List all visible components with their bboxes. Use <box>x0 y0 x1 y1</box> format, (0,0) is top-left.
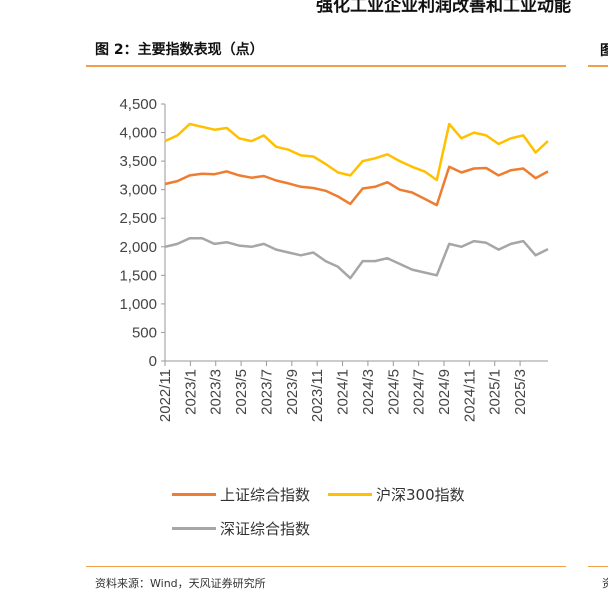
right-partial-source: 资 <box>602 577 608 590</box>
right-partial-rule-bottom <box>588 566 608 567</box>
y-tick-label: 2,500 <box>119 210 157 227</box>
figure-title: 图 2：主要指数表现（点） <box>95 42 264 58</box>
title-rule <box>86 65 566 67</box>
x-tick-label: 2025/1 <box>487 369 504 415</box>
y-tick-label: 3,000 <box>119 182 157 199</box>
x-tick-label: 2024/7 <box>411 369 428 415</box>
legend-item-hs300: 沪深300指数 <box>328 484 465 505</box>
x-tick-label: 2024/5 <box>385 369 402 415</box>
x-tick-label: 2022/11 <box>157 369 174 422</box>
x-tick-label: 2023/9 <box>284 369 301 415</box>
x-tick-label: 2023/11 <box>309 369 326 422</box>
right-partial-rule <box>588 65 608 67</box>
y-tick-label: 0 <box>149 353 157 370</box>
legend-item-shenzhen: 深证综合指数 <box>172 518 310 539</box>
legend-swatch-shenzhen <box>172 527 216 530</box>
source-rule <box>86 566 566 567</box>
y-tick-label: 1,500 <box>119 267 157 284</box>
legend-swatch-hs300 <box>328 493 372 496</box>
x-tick-label: 2023/5 <box>233 369 250 415</box>
y-tick-label: 3,500 <box>119 153 157 170</box>
series-line-hs300 <box>164 122 549 182</box>
x-tick-label: 2023/7 <box>258 369 275 415</box>
legend-item-shanghai: 上证综合指数 <box>172 484 310 505</box>
legend-label-shanghai: 上证综合指数 <box>220 486 311 504</box>
x-tick-label: 2023/3 <box>208 369 225 415</box>
legend-label-shenzhen: 深证综合指数 <box>220 520 311 538</box>
legend-swatch-shanghai <box>172 493 216 496</box>
y-tick-label: 4,500 <box>119 96 157 113</box>
right-partial-title: 图 <box>600 43 608 59</box>
x-tick-label: 2024/1 <box>335 369 352 415</box>
x-tick-label: 2024/9 <box>436 369 453 415</box>
y-tick-label: 500 <box>132 324 157 341</box>
y-tick-label: 2,000 <box>119 239 157 256</box>
x-tick-label: 2024/3 <box>360 369 377 415</box>
y-tick-label: 4,000 <box>119 125 157 142</box>
x-tick-label: 2025/3 <box>512 369 529 415</box>
top-partial-heading: 强化工业企业利润改善和工业动能 <box>316 0 571 16</box>
legend-label-hs300: 沪深300指数 <box>376 486 465 504</box>
series-line-shenzhen <box>164 236 549 280</box>
series-line-shanghai <box>164 165 549 207</box>
figure-source: 资料来源：Wind，天风证券研究所 <box>95 577 266 590</box>
x-tick-label: 2024/11 <box>461 369 478 422</box>
y-tick-label: 1,000 <box>119 296 157 313</box>
x-tick-label: 2023/1 <box>182 369 199 415</box>
